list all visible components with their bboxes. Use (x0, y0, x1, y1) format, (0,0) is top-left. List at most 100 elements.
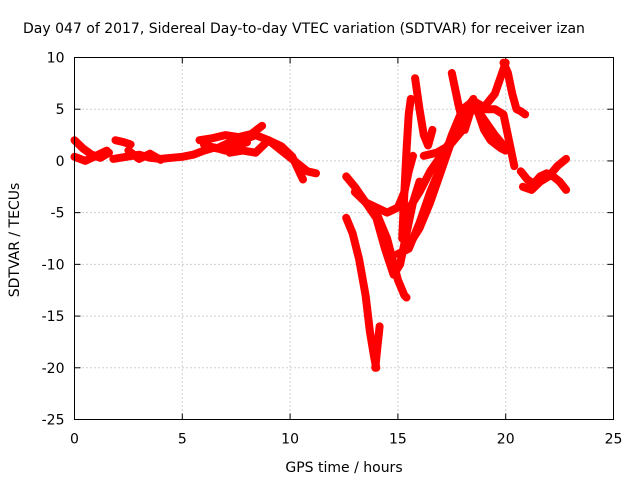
data-point (303, 167, 311, 175)
data-point (213, 145, 221, 153)
data-point (420, 152, 428, 160)
data-point (426, 167, 434, 175)
data-point (208, 134, 216, 142)
y-tick-labels: -25 -20 -15 -10 -5 0 5 10 (42, 51, 65, 429)
data-point (512, 105, 520, 113)
data-point (383, 235, 391, 242)
data-point (504, 69, 512, 77)
x-tick-label: 0 (70, 432, 79, 448)
data-point (454, 100, 462, 108)
data-point (252, 131, 260, 139)
series-track-22 (499, 58, 530, 119)
data-point (500, 59, 508, 67)
data-point (536, 178, 544, 186)
data-point (124, 147, 132, 155)
data-point (480, 116, 488, 124)
series-line (516, 167, 571, 194)
series-track-15 (411, 74, 437, 150)
data-point (424, 141, 432, 149)
x-tick-label: 15 (389, 432, 407, 448)
data-point (196, 136, 204, 144)
data-point (92, 152, 100, 160)
data-point (407, 95, 415, 103)
data-point (226, 149, 234, 157)
data-point (366, 328, 374, 336)
data-point (371, 364, 379, 372)
series-line (499, 58, 530, 119)
data-point (299, 176, 307, 184)
data-point (403, 209, 411, 217)
series-track-20 (419, 100, 508, 160)
data-point (111, 136, 119, 144)
data-point (437, 167, 445, 175)
data-point (383, 209, 391, 217)
data-point (409, 152, 417, 160)
data-point (469, 100, 477, 108)
x-tick-label: 25 (605, 432, 623, 448)
data-point (288, 153, 296, 161)
data-point (446, 141, 454, 149)
data-point (426, 198, 434, 206)
data-point (157, 156, 165, 164)
series-line (70, 146, 111, 165)
data-point (342, 214, 350, 222)
y-tick-label: 0 (56, 154, 65, 170)
data-point (480, 105, 488, 113)
data-point (376, 322, 384, 330)
series-track-21 (480, 105, 519, 171)
data-point (411, 74, 419, 82)
data-point (189, 151, 197, 159)
data-point (510, 162, 518, 170)
data-point (403, 293, 411, 301)
data-point (277, 142, 285, 150)
data-point (81, 157, 89, 165)
data-point (459, 126, 467, 134)
data-point (528, 186, 536, 194)
data-point (168, 154, 176, 162)
series-track-14 (398, 94, 415, 243)
data-point (553, 162, 561, 170)
series-track-10 (371, 322, 384, 372)
y-tick-label: -5 (51, 206, 65, 222)
data-point (178, 153, 186, 161)
series-track-3 (111, 136, 135, 149)
data-point (433, 149, 441, 157)
data-point (517, 167, 525, 175)
data-point (487, 136, 495, 144)
data-point (226, 138, 234, 146)
data-point (448, 69, 456, 77)
series-track-24 (518, 154, 571, 194)
data-point (221, 131, 229, 139)
data-point (373, 343, 381, 351)
data-point (403, 147, 411, 155)
data-point (562, 155, 570, 163)
data-point (122, 153, 130, 161)
data-point (523, 176, 531, 184)
data-point (415, 105, 423, 113)
data-point (556, 178, 564, 186)
data-point (342, 172, 350, 180)
x-tick-label: 10 (281, 432, 299, 448)
data-point (403, 245, 411, 253)
data-point (120, 138, 128, 146)
data-point (500, 110, 508, 118)
data-point (312, 169, 320, 177)
data-point (562, 186, 570, 194)
data-point (491, 105, 499, 113)
x-tick-label: 20 (497, 432, 515, 448)
data-point (415, 224, 423, 232)
y-axis-label: SDTVAR / TECUs (7, 183, 23, 298)
data-point (506, 141, 514, 149)
data-point (362, 291, 370, 299)
y-tick-label: -25 (42, 413, 65, 429)
data-point (200, 140, 208, 148)
data-point (355, 255, 363, 263)
data-point (398, 235, 406, 242)
data-point (252, 149, 260, 157)
data-point (500, 141, 508, 149)
series-track-2 (70, 146, 111, 165)
data-point (394, 250, 402, 258)
plot-frame (74, 57, 614, 420)
data-point (491, 131, 499, 139)
